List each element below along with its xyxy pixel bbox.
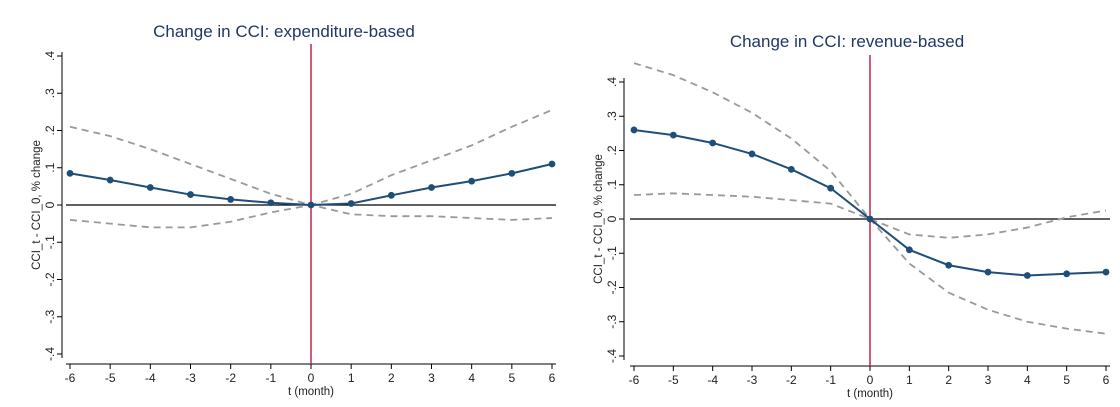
x-tick-label: 5: [1063, 373, 1070, 387]
x-tick-label: -5: [105, 371, 116, 385]
x-tick-label: 1: [348, 371, 355, 385]
estimate-point: [787, 165, 795, 173]
estimate-point: [267, 199, 275, 207]
x-tick-label: -6: [629, 373, 640, 387]
chart-title: Change in CCI: expenditure-based: [153, 22, 415, 41]
estimate-point: [1023, 272, 1031, 279]
x-tick-label: 5: [508, 371, 515, 385]
y-tick-label: .4: [43, 51, 57, 61]
estimate-point: [387, 191, 395, 199]
x-tick-label: -3: [185, 371, 196, 385]
x-axis-label: t (month): [288, 386, 334, 398]
estimate-point: [227, 196, 235, 203]
estimate-point: [468, 177, 476, 185]
estimate-point: [187, 191, 194, 198]
y-tick-label: -.4: [43, 347, 57, 361]
x-tick-label: 2: [388, 371, 395, 385]
chart-panel-expenditure: Change in CCI: expenditure-based .4 .3 .2.…: [31, 22, 556, 398]
y-tick-label: .2: [43, 125, 57, 135]
y-tick-label: -.3: [605, 314, 619, 328]
y-axis-label: CCI_t - CCI_0, % change: [31, 140, 43, 270]
y-tick-label: -.2: [43, 272, 57, 286]
estimate-point: [1102, 268, 1110, 276]
y-tick-label: 0: [43, 201, 57, 208]
estimate-point: [307, 201, 315, 209]
estimate-point: [428, 184, 435, 191]
x-axis-label: t (month): [847, 388, 893, 400]
x-tick-label: 0: [867, 373, 874, 387]
estimate-point: [905, 246, 913, 254]
x-tick-label: -2: [225, 371, 236, 385]
estimate-point: [669, 131, 677, 139]
estimate-point: [548, 160, 556, 168]
y-tick-label: .3: [605, 111, 619, 121]
y-tick-label: -.1: [605, 246, 619, 260]
panel-divider: [568, 0, 574, 407]
x-tick-label: 6: [549, 371, 556, 385]
x-tick-label: -1: [265, 371, 276, 385]
y-tick-label: .3: [43, 88, 57, 98]
estimate-point: [66, 169, 74, 177]
chart-svg-expenditure: .4 .3 .2 .1 0 -.1 -.2 -.3 -.4 -6 -5 -4 -3 -2 -1 0 1 2 3 4 5 6…: [31, 44, 556, 398]
x-tick-label: 3: [985, 373, 992, 387]
y-tick-label: .1: [43, 162, 57, 172]
estimate-point: [508, 169, 516, 177]
x-tick-label: -6: [65, 371, 76, 385]
estimate-point: [347, 200, 355, 207]
y-tick-label: -.3: [43, 309, 57, 323]
estimate-point: [827, 184, 835, 192]
y-tick-label: -.1: [43, 235, 57, 249]
x-tick-label: -3: [747, 373, 758, 387]
estimate-point: [1063, 270, 1071, 278]
chart-title: Change in CCI: revenue-based: [729, 32, 965, 51]
estimate-point: [866, 215, 874, 223]
estimate-point: [709, 139, 717, 147]
x-tick-label: -1: [825, 373, 836, 387]
y-tick-label: -.4: [605, 349, 619, 363]
estimate-point: [984, 268, 992, 276]
x-tick-label: -2: [786, 373, 797, 387]
estimate-point: [106, 176, 114, 184]
x-tick-label: -4: [707, 373, 718, 387]
y-tick-label: .4: [605, 77, 619, 87]
y-tick-label: .2: [605, 145, 619, 155]
x-tick-label: 3: [428, 371, 435, 385]
x-tick-label: 2: [945, 373, 952, 387]
ci-lower-line: [633, 192, 1107, 239]
y-tick-label: 0: [605, 215, 619, 222]
estimate-point: [146, 184, 154, 191]
estimate-point: [945, 261, 953, 269]
estimate-point: [630, 126, 638, 134]
x-tick-label: 4: [1024, 373, 1031, 387]
x-tick-label: 1: [906, 373, 913, 387]
y-axis-label: CCI_t - CCI_0, % change: [593, 154, 605, 284]
x-tick-label: -5: [668, 373, 679, 387]
y-tick-label: -.2: [605, 280, 619, 294]
x-tick-label: 6: [1103, 373, 1110, 387]
x-tick-label: 4: [468, 371, 475, 385]
x-tick-label: -4: [145, 371, 156, 385]
y-tick-label: .1: [605, 179, 619, 189]
x-tick-label: 0: [308, 371, 315, 385]
estimate-point: [748, 150, 756, 158]
chart-panel-revenue: Change in CCI: revenue-based .4 .3 .2 .1 0 -.…: [574, 0, 1120, 407]
chart-svg-revenue: .4 .3 .2 .1 0 -.1 -.2 -.3 -.4 -6 -5 -4 -3 -2 -1 0 1 2 3 4 5 6…: [593, 55, 1110, 400]
